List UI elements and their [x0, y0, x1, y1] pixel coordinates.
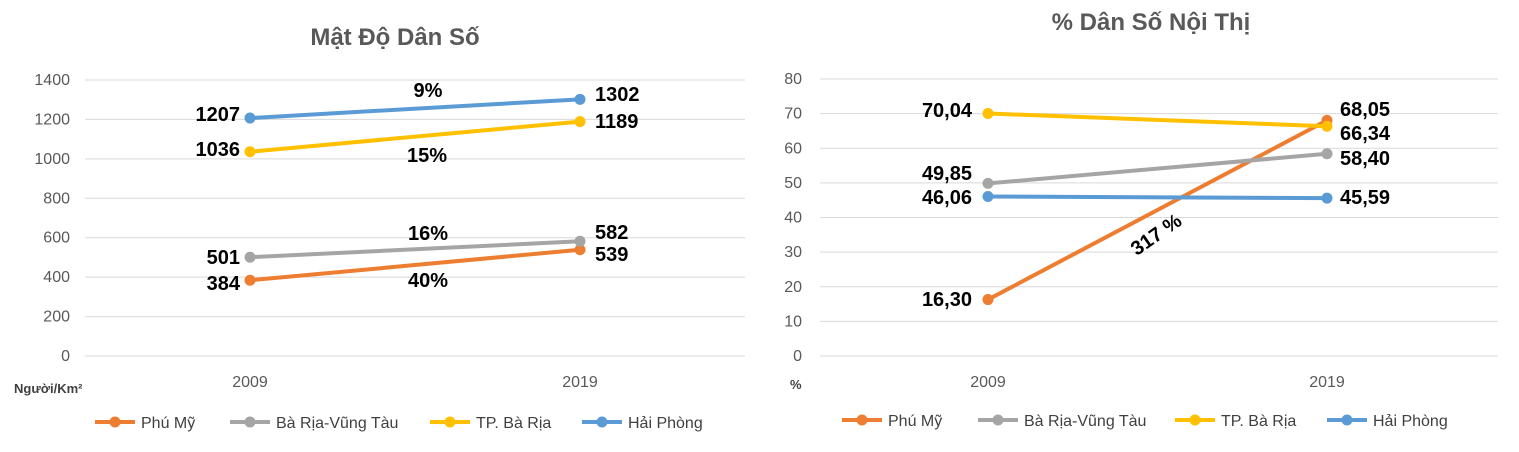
data-point: [982, 107, 994, 119]
growth-annotation: 16%: [408, 223, 448, 245]
data-label: 501: [207, 247, 240, 269]
y-tick-label: 60: [784, 140, 802, 157]
growth-annotation: 9%: [414, 80, 443, 102]
y-tick-label: 40: [784, 210, 802, 227]
data-point: [1321, 192, 1333, 204]
data-point: [1321, 148, 1333, 160]
data-label: 66,34: [1340, 123, 1391, 145]
data-label: 45,59: [1340, 187, 1390, 209]
data-label: 539: [595, 244, 628, 266]
series-line: [248, 97, 582, 121]
series-line: [248, 239, 582, 260]
data-label: 70,04: [922, 100, 973, 122]
data-point: [244, 251, 256, 263]
y-tick-label: 1400: [34, 72, 70, 89]
chart-population-density: Mật Độ Dân Số Người/Km² 0 200 400 600 800 100…: [14, 24, 745, 432]
data-label: 384: [207, 273, 241, 295]
data-point: [1321, 120, 1333, 132]
legend-swatch-marker: [444, 416, 456, 428]
legend-label: Hải Phòng: [628, 415, 703, 432]
legend-swatch-marker: [1341, 414, 1353, 426]
chart-urban-population: % Dân Số Nội Thị % 0 10 20 30 40 50 60 70 80 2009…: [760, 0, 1519, 452]
y-tick-label: 600: [43, 230, 70, 247]
data-label: 46,06: [922, 187, 972, 209]
series-line: [248, 119, 582, 154]
series-line: [986, 194, 1329, 201]
chart-urban-population-svg: % Dân Số Nội Thị % 0 10 20 30 40 50 60 70 80 2009…: [784, 9, 1498, 430]
y-tick-label: 800: [43, 190, 70, 207]
legend-swatch-marker: [1189, 414, 1201, 426]
legend-swatch-marker: [856, 414, 868, 426]
chart-population-density-svg: Mật Độ Dân Số Người/Km² 0 200 400 600 800 100…: [14, 24, 745, 432]
series-line: [986, 151, 1329, 186]
legend-swatch-marker: [109, 416, 121, 428]
x-tick-label: 2009: [970, 374, 1006, 391]
series-line: [248, 247, 582, 283]
data-label: 58,40: [1340, 148, 1390, 170]
series-line: [986, 118, 1329, 302]
data-point: [574, 244, 586, 256]
legend-label: TP. Bà Rịa: [1221, 413, 1296, 430]
y-tick-label: 50: [784, 175, 802, 192]
y-tick-label: 70: [784, 106, 802, 123]
legend-label: Phú Mỹ: [141, 415, 195, 432]
y-tick-label: 10: [784, 313, 802, 330]
y-tick-label: 400: [43, 269, 70, 286]
y-tick-label: 0: [793, 348, 802, 365]
legend-label: TP. Bà Rịa: [476, 415, 551, 432]
data-label: 16,30: [922, 289, 972, 311]
data-point: [244, 112, 256, 124]
unit-label: Người/Km²: [14, 381, 83, 396]
data-point: [982, 177, 994, 189]
unit-label: %: [790, 377, 802, 392]
legend-label: Bà Rịa-Vũng Tàu: [1024, 413, 1146, 430]
growth-annotation: 15%: [407, 145, 447, 167]
data-label: 582: [595, 222, 628, 244]
data-point: [982, 191, 994, 203]
y-tick-label: 200: [43, 309, 70, 326]
data-point: [244, 274, 256, 286]
y-tick-label: 1200: [34, 111, 70, 128]
y-tick-label: 0: [61, 348, 70, 365]
data-point: [982, 294, 994, 306]
data-label: 1036: [196, 139, 241, 161]
chart-title: Mật Độ Dân Số: [310, 24, 479, 51]
legend-label: Bà Rịa-Vũng Tàu: [276, 415, 398, 432]
y-tick-label: 1000: [34, 151, 70, 168]
legend-label: Hải Phòng: [1373, 413, 1448, 430]
data-label: 1189: [595, 111, 638, 133]
series-line: [986, 111, 1329, 129]
x-tick-label: 2019: [1309, 374, 1345, 391]
data-point: [574, 116, 586, 128]
legend-swatch-marker: [596, 416, 608, 428]
legend-swatch-marker: [244, 416, 256, 428]
data-point: [244, 146, 256, 158]
data-label: 49,85: [922, 163, 972, 185]
growth-annotation: 40%: [408, 270, 448, 292]
data-label: 68,05: [1340, 99, 1390, 121]
legend-label: Phú Mỹ: [888, 413, 942, 430]
data-label: 1207: [196, 104, 241, 126]
x-tick-label: 2009: [232, 374, 268, 391]
data-point: [574, 93, 586, 105]
data-point: [574, 235, 586, 247]
data-label: 1302: [595, 84, 640, 106]
y-tick-label: 30: [784, 244, 802, 261]
legend-swatch-marker: [992, 414, 1004, 426]
x-tick-label: 2019: [562, 374, 598, 391]
y-tick-label: 80: [784, 71, 802, 88]
chart-title: % Dân Số Nội Thị: [1052, 9, 1251, 36]
y-tick-label: 20: [784, 279, 802, 296]
